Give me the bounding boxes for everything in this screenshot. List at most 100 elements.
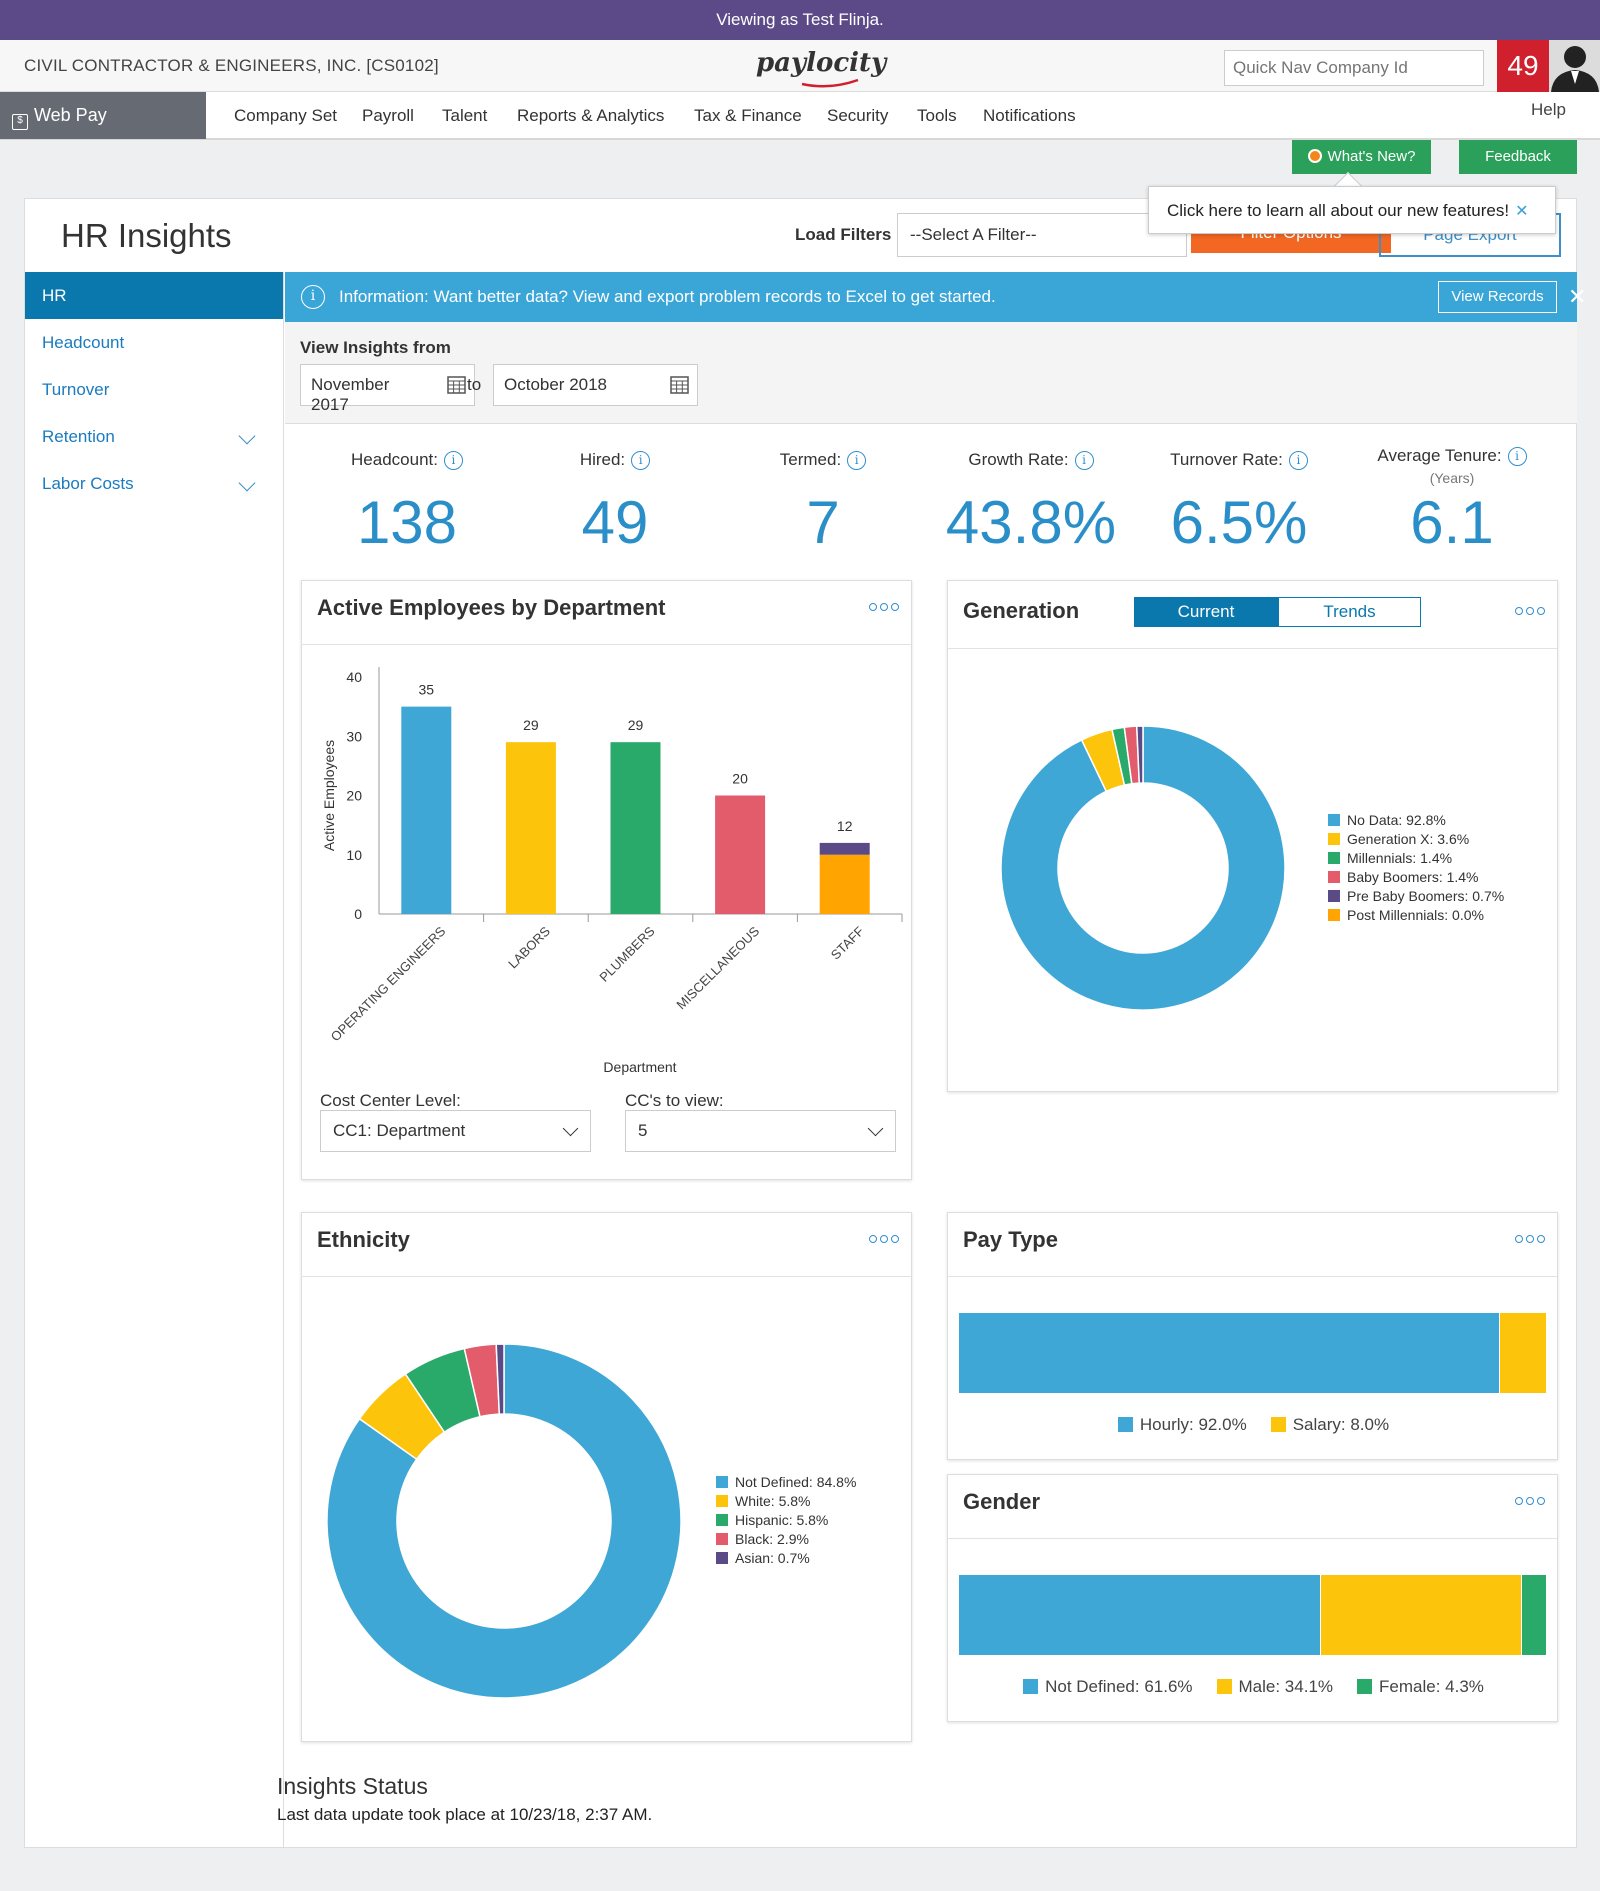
ethnicity-legend: Not Defined: 84.8% White: 5.8% Hispanic: 5… <box>716 1473 856 1568</box>
feedback-button[interactable]: Feedback <box>1459 140 1577 174</box>
bar <box>819 854 870 914</box>
info-icon[interactable]: i <box>631 451 651 470</box>
whats-new-button[interactable]: What's New? <box>1292 140 1431 174</box>
nav-reports-analytics[interactable]: Reports & Analytics <box>517 106 665 125</box>
bar <box>610 742 661 914</box>
legend-label: No Data: 92.8% <box>1347 812 1446 828</box>
more-options-icon[interactable] <box>1512 1497 1545 1505</box>
close-icon[interactable]: ✕ <box>1568 284 1587 309</box>
bar <box>819 842 870 855</box>
sidebar-item-label: Retention <box>42 427 115 446</box>
legend-label: Not Defined: 61.6% <box>1045 1677 1193 1696</box>
view-records-button[interactable]: View Records <box>1438 281 1557 313</box>
legend-item: Post Millennials: 0.0% <box>1328 906 1504 925</box>
nav-tax-finance[interactable]: Tax & Finance <box>694 106 802 125</box>
y-tick-label: 30 <box>346 728 362 744</box>
kpi-tenure-label: Average Tenure: i <box>1352 446 1552 466</box>
cost-center-select[interactable]: CC1: Department <box>320 1110 591 1152</box>
chevron-down-icon[interactable] <box>238 427 256 445</box>
x-tick-label: OPERATING ENGINEERS <box>328 923 449 1044</box>
page-title: HR Insights <box>61 217 232 254</box>
donut-slice <box>1135 725 1144 784</box>
chevron-down-icon <box>562 1120 579 1137</box>
close-icon[interactable]: ✕ <box>1515 203 1529 220</box>
whats-new-tooltip[interactable]: Click here to learn all about our new fe… <box>1148 186 1556 234</box>
sidebar-item-retention[interactable]: Retention <box>25 413 283 460</box>
legend-label: Millennials: 1.4% <box>1347 850 1453 866</box>
info-icon[interactable]: i <box>847 451 867 470</box>
to-date-field[interactable]: October 2018 <box>493 364 661 406</box>
kpi-turnover-value: 6.5% <box>1170 489 1308 556</box>
kpi-label-text: Growth Rate: <box>968 450 1069 469</box>
legend-item: Black: 2.9% <box>716 1530 856 1549</box>
legend-label: Male: 34.1% <box>1238 1677 1334 1696</box>
info-icon[interactable]: i <box>1074 451 1094 470</box>
legend-label: Post Millennials: 0.0% <box>1347 907 1484 923</box>
kpi-headcount-label: Headcount: i <box>307 450 507 470</box>
pay-type-card: Pay Type Hourly: 92.0% Salary: 8.0% <box>947 1212 1558 1460</box>
kpi-hired-value: 49 <box>581 489 649 556</box>
chevron-down-icon[interactable] <box>238 474 256 492</box>
gender-stacked-bar <box>959 1575 1547 1655</box>
data-label: 20 <box>732 771 748 787</box>
sidebar-item-turnover[interactable]: Turnover <box>42 380 110 399</box>
nav-company-set[interactable]: Company Set <box>234 106 337 125</box>
kpi-label-text: Termed: <box>779 450 842 469</box>
paylocity-logo[interactable]: paylocity <box>756 48 887 78</box>
more-options-icon[interactable] <box>866 1235 899 1243</box>
kpi-growth-value: 43.8% <box>945 489 1117 556</box>
legend-swatch <box>1328 871 1340 883</box>
nav-talent[interactable]: Talent <box>442 106 488 125</box>
ethnicity-card: Ethnicity Not Defined: 84.8% White: 5.8% H… <box>301 1212 912 1742</box>
sidebar-item-hr[interactable]: HR <box>25 272 283 319</box>
legend-item: Salary: 8.0% <box>1270 1415 1389 1434</box>
notification-count-badge[interactable]: 49 <box>1497 40 1549 92</box>
tab-trends[interactable]: Trends <box>1278 597 1421 627</box>
more-options-icon[interactable] <box>1512 607 1545 615</box>
bar <box>505 742 556 914</box>
sidebar-item-headcount[interactable]: Headcount <box>42 333 125 352</box>
legend-item: Pre Baby Boomers: 0.7% <box>1328 887 1504 906</box>
legend-item: Hispanic: 5.8% <box>716 1511 856 1530</box>
select-value: CC1: Department <box>333 1121 466 1140</box>
user-avatar[interactable] <box>1549 40 1600 92</box>
legend-swatch <box>1216 1679 1232 1694</box>
legend-label: Generation X: 3.6% <box>1347 831 1470 847</box>
gender-legend: Not Defined: 61.6% Male: 34.1% Female: 4.3… <box>948 1677 1559 1697</box>
to-calendar-button[interactable] <box>660 364 698 406</box>
user-silhouette-icon <box>1551 46 1599 92</box>
info-icon[interactable]: i <box>1288 451 1308 470</box>
from-date-field[interactable]: November 2017 <box>300 364 438 414</box>
chevron-down-icon <box>867 1120 884 1137</box>
x-tick-label: STAFF <box>828 923 867 962</box>
x-tick-label: LABORS <box>505 923 553 971</box>
more-options-icon[interactable] <box>1512 1235 1545 1243</box>
quick-nav-company-input[interactable] <box>1224 50 1484 86</box>
nav-payroll[interactable]: Payroll <box>362 106 414 125</box>
kpi-headcount-value: 138 <box>356 489 458 556</box>
web-pay-menu[interactable]: $ Web Pay <box>0 92 206 139</box>
filter-select[interactable]: --Select A Filter-- <box>897 213 1187 257</box>
pay-type-legend: Hourly: 92.0% Salary: 8.0% <box>948 1415 1559 1435</box>
tab-current[interactable]: Current <box>1134 597 1278 627</box>
sidebar-item-labor-costs[interactable]: Labor Costs <box>25 460 283 507</box>
nav-notifications[interactable]: Notifications <box>983 106 1076 125</box>
kpi-tenure-unit: (Years) <box>1429 470 1475 486</box>
legend-item: Not Defined: 84.8% <box>716 1473 856 1492</box>
nav-tools[interactable]: Tools <box>917 106 957 125</box>
company-name: CIVIL CONTRACTOR & ENGINEERS, INC. [CS01… <box>24 56 439 75</box>
generation-donut-chart <box>1000 725 1286 1011</box>
web-pay-icon: $ <box>12 114 28 130</box>
card-divider <box>948 648 1557 649</box>
info-icon[interactable]: i <box>443 451 463 470</box>
legend-swatch <box>1328 833 1340 845</box>
ccs-to-view-select[interactable]: 5 <box>625 1110 896 1152</box>
nav-security[interactable]: Security <box>827 106 889 125</box>
kpi-termed-value: 7 <box>806 489 840 556</box>
info-icon[interactable]: i <box>1507 447 1527 466</box>
from-calendar-button[interactable] <box>437 364 475 406</box>
help-link[interactable]: Help <box>1531 100 1566 119</box>
date-range-bar: View Insights from November 2017 to Octo… <box>285 322 1577 424</box>
insights-status-title: Insights Status <box>277 1773 428 1799</box>
more-options-icon[interactable] <box>866 603 899 611</box>
